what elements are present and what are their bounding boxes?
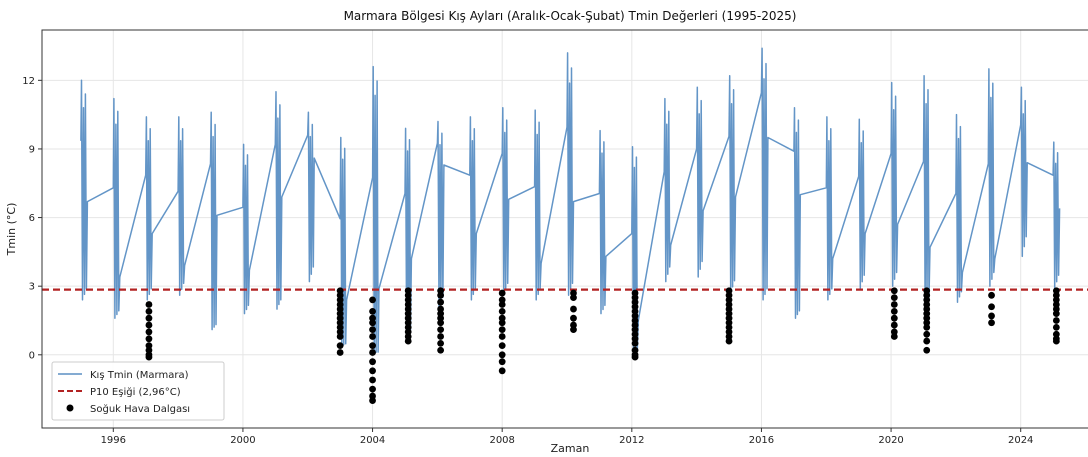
x-tick-label: 2000 — [230, 435, 255, 446]
cold-wave-point — [437, 291, 445, 299]
cold-wave-point — [369, 397, 376, 404]
cold-wave-point — [890, 294, 898, 302]
cold-wave-point — [570, 294, 577, 302]
x-tick-label: 2020 — [878, 435, 903, 446]
cold-wave-point — [498, 326, 506, 334]
series-kis-tmin — [80, 47, 1061, 354]
cold-wave-point — [369, 326, 376, 334]
series-line — [80, 47, 1061, 354]
cold-wave-point — [145, 314, 153, 322]
cold-wave-point — [369, 319, 376, 327]
cold-wave-point — [923, 330, 931, 338]
cold-wave-point — [570, 326, 577, 334]
cold-wave-point — [890, 333, 898, 340]
x-tick-label: 2024 — [1008, 435, 1033, 446]
cold-wave-point — [498, 342, 506, 350]
cold-wave-point — [890, 301, 898, 308]
x-tick-label: 2008 — [489, 435, 514, 446]
cold-wave-point — [923, 323, 931, 331]
chart-title: Marmara Bölgesi Kış Ayları (Aralık-Ocak-… — [344, 9, 797, 23]
cold-wave-point — [1052, 337, 1060, 345]
cold-wave-point — [498, 301, 506, 308]
x-tick-label: 2012 — [619, 435, 644, 446]
cold-wave-point — [631, 339, 639, 347]
cold-wave-point — [369, 376, 376, 384]
cold-wave-point — [369, 307, 376, 315]
cold-wave-point — [336, 349, 344, 356]
cold-wave-point — [369, 367, 376, 375]
cold-wave-point — [498, 307, 506, 315]
cold-wave-point — [988, 291, 995, 299]
cold-wave-point — [336, 342, 344, 350]
cold-wave-point — [336, 333, 344, 340]
legend: Kış Tmin (Marmara) P10 Eşiği (2,96°C) So… — [51, 361, 225, 421]
cold-wave-point — [498, 358, 506, 366]
x-tick-label: 2004 — [360, 435, 385, 446]
cold-wave-point — [369, 342, 376, 350]
cold-wave-point — [369, 385, 376, 393]
cold-wave-point — [498, 319, 506, 327]
legend-item-series: Kış Tmin (Marmara) — [90, 370, 189, 381]
cold-wave-points — [145, 287, 1060, 404]
cold-wave-point — [437, 326, 445, 334]
plot-frame — [41, 29, 1088, 429]
cold-wave-point — [1052, 323, 1060, 331]
cold-wave-point — [437, 319, 445, 327]
cold-wave-point — [145, 328, 153, 336]
legend-box — [51, 361, 225, 421]
cold-wave-point — [145, 353, 153, 361]
legend-item-cold-wave: Soğuk Hava Dalgası — [90, 403, 190, 415]
cold-wave-point — [369, 358, 376, 366]
legend-dot-icon — [66, 404, 74, 412]
cold-wave-point — [988, 303, 995, 311]
cold-wave-point — [369, 296, 376, 304]
cold-wave-point — [404, 337, 412, 345]
cold-wave-point — [923, 337, 931, 345]
cold-wave-point — [923, 346, 931, 354]
cold-wave-point — [437, 333, 445, 340]
y-tick-label: 9 — [29, 144, 35, 155]
cold-wave-point — [570, 305, 577, 313]
x-tick-label: 1996 — [101, 435, 126, 446]
cold-wave-point — [369, 349, 376, 356]
cold-wave-point — [498, 367, 506, 375]
cold-wave-point — [1052, 310, 1060, 318]
y-axis-label: Tmin (°C) — [5, 203, 18, 257]
y-axis-ticks: 0 3 6 9 12 — [22, 76, 42, 361]
y-tick-label: 3 — [29, 282, 35, 293]
cold-wave-point — [890, 321, 898, 329]
cold-wave-point — [145, 321, 153, 329]
legend-item-threshold: P10 Eşiği (2,96°C) — [90, 386, 181, 398]
cold-wave-point — [890, 314, 898, 322]
cold-wave-point — [498, 289, 506, 297]
y-tick-label: 6 — [29, 213, 35, 224]
cold-wave-point — [1052, 317, 1060, 324]
cold-wave-point — [631, 353, 639, 361]
y-tick-label: 0 — [29, 350, 35, 361]
cold-wave-point — [145, 301, 153, 308]
cold-wave-point — [145, 307, 153, 315]
cold-wave-point — [498, 351, 506, 359]
cold-wave-point — [145, 335, 153, 343]
cold-wave-point — [437, 346, 445, 354]
cold-wave-point — [890, 287, 898, 295]
cold-wave-point — [437, 339, 445, 347]
x-tick-label: 2016 — [749, 435, 774, 446]
cold-wave-point — [498, 333, 506, 340]
cold-wave-point — [725, 337, 733, 345]
x-axis-label: Zaman — [551, 442, 590, 455]
cold-wave-point — [437, 298, 445, 306]
y-tick-label: 12 — [22, 76, 35, 87]
cold-wave-point — [988, 319, 995, 327]
cold-wave-point — [988, 312, 995, 320]
x-axis-ticks: 1996 2000 2004 2008 2012 2016 2020 2024 — [101, 428, 1033, 446]
cold-wave-point — [369, 333, 376, 340]
cold-wave-point — [570, 314, 577, 322]
cold-wave-point — [890, 307, 898, 315]
